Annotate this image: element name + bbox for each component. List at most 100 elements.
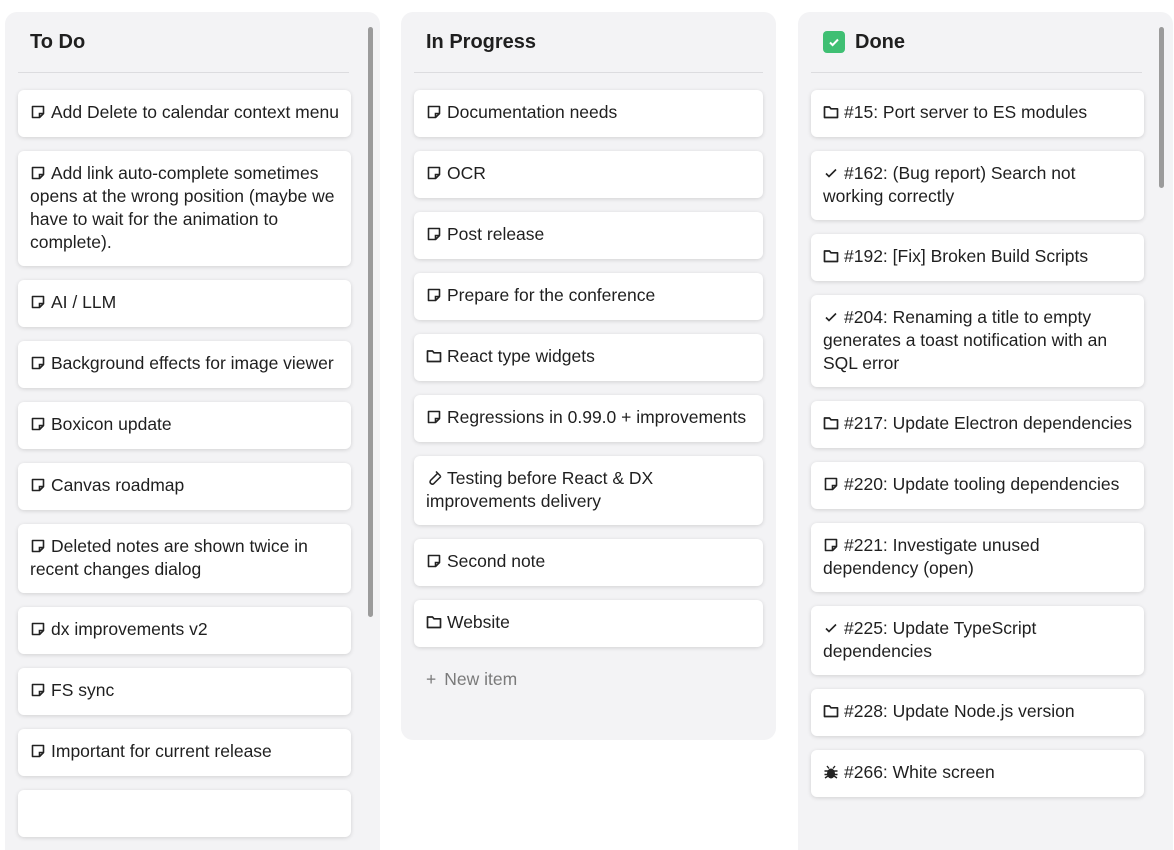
card-item[interactable]: Post release [414, 212, 763, 259]
card-title: Boxicon update [51, 414, 172, 434]
column-title-text: In Progress [426, 30, 537, 53]
card-item[interactable]: Important for current release [18, 729, 351, 776]
column-in-progress: In Progress Documentation needs OCR Post r… [401, 12, 776, 740]
note-icon [426, 163, 447, 183]
card-item[interactable]: #162: (Bug report) Search not working co… [811, 151, 1144, 220]
folder-icon [426, 346, 447, 366]
column-title[interactable]: To Do [18, 12, 349, 73]
card-title: #217: Update Electron dependencies [844, 413, 1132, 433]
note-icon [30, 353, 51, 373]
note-icon [30, 741, 51, 761]
check-icon [823, 163, 844, 183]
card-title: Add link auto-complete sometimes opens a… [30, 163, 335, 252]
card-item[interactable]: Regressions in 0.99.0 + improvements [414, 395, 763, 442]
card-title: Documentation needs [447, 102, 618, 122]
column-title-text: Done [855, 30, 905, 53]
card-title: Add Delete to calendar context menu [51, 102, 339, 122]
note-icon [823, 474, 844, 494]
folder-icon [823, 102, 844, 122]
card-title: #15: Port server to ES modules [844, 102, 1088, 122]
new-item-button[interactable]: + New item [414, 661, 763, 698]
column-title[interactable]: Done [811, 12, 1142, 73]
card-item[interactable]: #192: [Fix] Broken Build Scripts [811, 234, 1144, 281]
card-item[interactable]: Add Delete to calendar context menu [18, 90, 351, 137]
card-title: Regressions in 0.99.0 + improvements [447, 407, 747, 427]
card-title: #228: Update Node.js version [844, 701, 1075, 721]
note-icon [823, 535, 844, 555]
to-do-scrollbar[interactable] [368, 27, 373, 617]
card-item[interactable] [18, 790, 351, 837]
note-icon [426, 285, 447, 305]
column-done: Done #15: Port server to ES modules #162:… [798, 12, 1173, 850]
card-item[interactable]: Prepare for the conference [414, 273, 763, 320]
card-title: React type widgets [447, 346, 595, 366]
check-icon [823, 618, 844, 638]
card-item[interactable]: #217: Update Electron dependencies [811, 401, 1144, 448]
card-title: OCR [447, 163, 486, 183]
card-item[interactable]: #220: Update tooling dependencies [811, 462, 1144, 509]
note-icon [30, 292, 51, 312]
card-item[interactable]: #221: Investigate unused dependency (ope… [811, 523, 1144, 592]
card-title: Post release [447, 224, 545, 244]
card-item[interactable]: Add link auto-complete sometimes opens a… [18, 151, 351, 266]
card-title: #162: (Bug report) Search not working co… [823, 163, 1076, 206]
card-title: Canvas roadmap [51, 475, 185, 495]
note-icon [30, 680, 51, 700]
card-item[interactable]: OCR [414, 151, 763, 198]
card-item[interactable]: FS sync [18, 668, 351, 715]
note-icon [426, 407, 447, 427]
card-item[interactable]: Testing before React & DX improvements d… [414, 456, 763, 525]
note-icon [30, 102, 51, 122]
card-title: #266: White screen [844, 762, 995, 782]
done-scrollbar[interactable] [1159, 27, 1164, 188]
card-item[interactable]: #204: Renaming a title to empty generate… [811, 295, 1144, 387]
card-item[interactable]: Documentation needs [414, 90, 763, 137]
check-box-emoji-icon [823, 31, 845, 53]
card-title: Prepare for the conference [447, 285, 656, 305]
card-title: Second note [447, 551, 546, 571]
card-title: #220: Update tooling dependencies [844, 474, 1120, 494]
check-icon [823, 307, 844, 327]
card-item[interactable]: Website [414, 600, 763, 647]
column-title[interactable]: In Progress [414, 12, 763, 73]
card-title: AI / LLM [51, 292, 117, 312]
card-title: dx improvements v2 [51, 619, 208, 639]
card-title: Background effects for image viewer [51, 353, 334, 373]
card-title: FS sync [51, 680, 115, 700]
folder-icon [426, 612, 447, 632]
test-tube-icon [426, 468, 447, 488]
note-icon [30, 619, 51, 639]
card-item[interactable]: React type widgets [414, 334, 763, 381]
folder-icon [823, 246, 844, 266]
card-item[interactable]: Boxicon update [18, 402, 351, 449]
note-icon [30, 414, 51, 434]
card-item[interactable]: Second note [414, 539, 763, 586]
bug-icon [823, 762, 844, 782]
card-item[interactable]: AI / LLM [18, 280, 351, 327]
card-item[interactable]: #225: Update TypeScript dependencies [811, 606, 1144, 675]
card-item[interactable]: Background effects for image viewer [18, 341, 351, 388]
card-item[interactable]: dx improvements v2 [18, 607, 351, 654]
note-icon [426, 551, 447, 571]
card-title: #204: Renaming a title to empty generate… [823, 307, 1108, 373]
card-item[interactable]: #266: White screen [811, 750, 1144, 797]
folder-icon [823, 701, 844, 721]
new-item-label: New item [444, 669, 518, 689]
card-item[interactable]: Deleted notes are shown twice in recent … [18, 524, 351, 593]
plus-icon: + [426, 669, 437, 689]
note-icon [30, 475, 51, 495]
card-title: #221: Investigate unused dependency (ope… [823, 535, 1040, 578]
card-title: Deleted notes are shown twice in recent … [30, 536, 308, 579]
card-title: #225: Update TypeScript dependencies [823, 618, 1037, 661]
card-title: #192: [Fix] Broken Build Scripts [844, 246, 1089, 266]
note-icon [426, 102, 447, 122]
card-item[interactable]: #15: Port server to ES modules [811, 90, 1144, 137]
column-to-do: To Do Add Delete to calendar context men… [5, 12, 380, 850]
card-item[interactable]: Canvas roadmap [18, 463, 351, 510]
note-icon [426, 224, 447, 244]
folder-icon [823, 413, 844, 433]
card-title: Important for current release [51, 741, 272, 761]
card-item[interactable]: #228: Update Node.js version [811, 689, 1144, 736]
card-title: Testing before React & DX improvements d… [426, 468, 654, 511]
